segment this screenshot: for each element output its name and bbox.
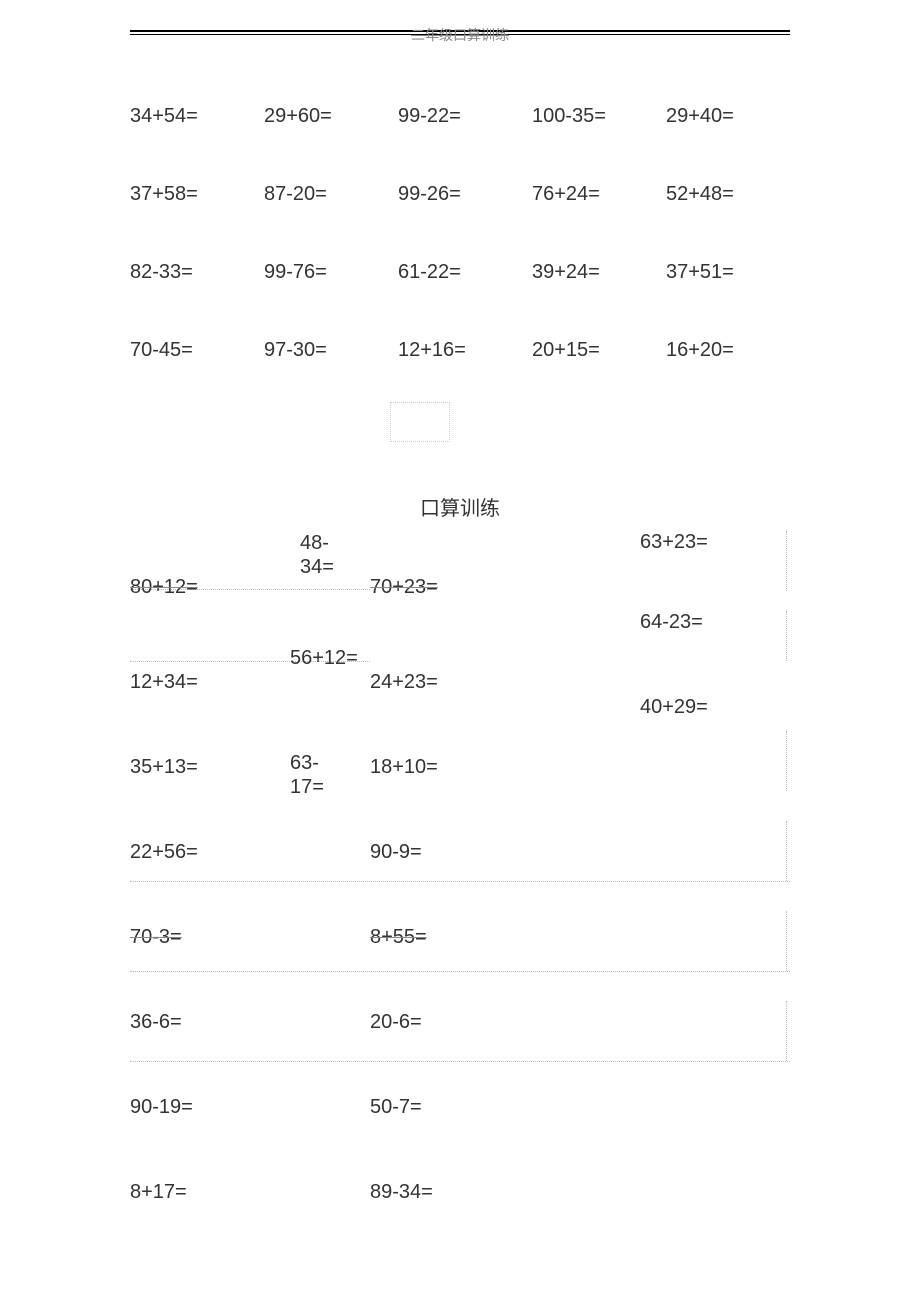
- math-cell: 99-22=: [398, 105, 522, 128]
- table-rule-v: [786, 531, 787, 591]
- math-cell: 8+17=: [130, 1181, 187, 1204]
- section2-title: 口算训练: [130, 492, 790, 521]
- table-rule: [130, 881, 790, 882]
- math-cell: 70-45=: [130, 339, 254, 362]
- math-cell: 70-3=: [130, 926, 182, 949]
- math-cell: 37+51=: [666, 261, 790, 284]
- math-cell: 61-22=: [398, 261, 522, 284]
- math-cell: 63-17=: [290, 751, 340, 799]
- math-cell: 18+10=: [370, 756, 438, 779]
- math-cell: 12+34=: [130, 671, 198, 694]
- table-rule: [130, 971, 790, 972]
- page-header-title: 二年级口算训练: [130, 25, 790, 45]
- math-cell: 90-9=: [370, 841, 422, 864]
- math-cell: 76+24=: [532, 183, 656, 206]
- grid-section-1: 34+54= 29+60= 99-22= 100-35= 29+40= 37+5…: [130, 105, 790, 362]
- table-rule-v: [786, 821, 787, 881]
- math-cell: 37+58=: [130, 183, 254, 206]
- math-cell: 34+54=: [130, 105, 254, 128]
- table-rule-v: [786, 1001, 787, 1061]
- table-rule: [130, 1061, 790, 1062]
- math-cell: 87-20=: [264, 183, 388, 206]
- math-cell: 40+29=: [640, 696, 708, 719]
- answer-box: [390, 402, 450, 442]
- math-cell: 70+23=: [370, 576, 438, 599]
- math-cell: 100-35=: [532, 105, 656, 128]
- math-cell: 24+23=: [370, 671, 438, 694]
- math-cell: 52+48=: [666, 183, 790, 206]
- table-rule-v: [786, 911, 787, 971]
- math-cell: 89-34=: [370, 1181, 433, 1204]
- math-cell: 20-6=: [370, 1011, 422, 1034]
- math-cell: 56+12=: [290, 646, 340, 670]
- math-cell: 99-26=: [398, 183, 522, 206]
- math-cell: 29+60=: [264, 105, 388, 128]
- math-cell: 82-33=: [130, 261, 254, 284]
- math-cell: 22+56=: [130, 841, 198, 864]
- math-cell: 12+16=: [398, 339, 522, 362]
- math-cell: 99-76=: [264, 261, 388, 284]
- grid-section-2: 80+12= 12+34= 35+13= 22+56= 70-3= 36-6= …: [130, 531, 790, 1271]
- math-cell: 39+24=: [532, 261, 656, 284]
- math-cell: 80+12=: [130, 576, 198, 599]
- math-cell: 97-30=: [264, 339, 388, 362]
- math-cell: 50-7=: [370, 1096, 422, 1119]
- table-rule-v: [786, 611, 787, 661]
- math-cell: 36-6=: [130, 1011, 182, 1034]
- math-cell: 48-34=: [300, 531, 350, 579]
- math-cell: 35+13=: [130, 756, 198, 779]
- table-rule-v: [786, 731, 787, 791]
- math-cell: 64-23=: [640, 611, 703, 634]
- math-cell: 90-19=: [130, 1096, 193, 1119]
- math-cell: 29+40=: [666, 105, 790, 128]
- math-cell: 8+55=: [370, 926, 427, 949]
- math-cell: 16+20=: [666, 339, 790, 362]
- math-cell: 20+15=: [532, 339, 656, 362]
- math-cell: 63+23=: [640, 531, 708, 554]
